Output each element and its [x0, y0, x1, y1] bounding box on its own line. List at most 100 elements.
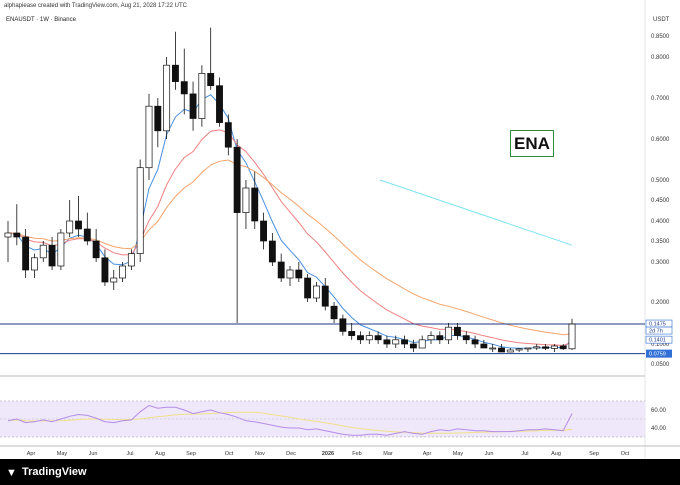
price-chart[interactable]: USDT 0.8500 0.8000 0.7000 0.6000 0.5000 0.4500…: [0, 0, 680, 459]
candle-body: [154, 105, 162, 132]
projection-line: [379, 179, 573, 246]
rsi-tick-label: 60.00: [651, 408, 667, 414]
price-tag-label: 0.0759: [649, 352, 666, 358]
candle-body: [119, 265, 126, 279]
candle-body: [83, 228, 91, 242]
header-bar: alphapiease created with TradingView.com…: [0, 0, 680, 12]
candle-body: [392, 339, 400, 345]
time-tick-label: Oct: [621, 451, 630, 457]
candle-body: [427, 335, 435, 341]
mid-ma-line: [7, 129, 573, 347]
candle-body: [145, 105, 153, 169]
candle-body: [568, 323, 576, 350]
candle-body: [75, 220, 82, 230]
rsi-tick-label: 40.00: [651, 426, 667, 432]
candle-body: [524, 347, 532, 350]
candle-body: [321, 285, 329, 307]
candle-body: [286, 269, 294, 279]
candle-body: [454, 326, 461, 336]
rsi-signal-line: [7, 411, 573, 434]
candle-body: [436, 335, 444, 341]
candle-body: [216, 85, 223, 123]
candle-body: [515, 348, 523, 351]
footer-brand: TradingView: [22, 466, 87, 478]
candle-body: [383, 339, 391, 345]
candle-body: [224, 122, 232, 148]
candle-body: [559, 345, 567, 350]
tradingview-logo-icon: ▼: [6, 467, 17, 479]
candle-body: [542, 346, 549, 349]
time-tick-label: Jul: [521, 451, 528, 457]
candle-body: [462, 335, 470, 341]
price-tag-bg: [646, 349, 672, 358]
price-tick-label: 0.1000: [651, 342, 670, 348]
candle-body: [136, 167, 144, 254]
candle-body: [295, 269, 303, 279]
candle-body: [471, 339, 479, 345]
fast-ma-line: [7, 94, 573, 349]
candle-body: [480, 343, 488, 349]
candle-body: [4, 232, 12, 238]
candle-body: [498, 347, 505, 353]
rsi-line: [7, 404, 573, 436]
candle-body: [330, 305, 338, 320]
price-tick-label: 0.6000: [651, 137, 670, 143]
candle-body: [445, 326, 453, 341]
price-tick-label: 0.0500: [651, 362, 670, 368]
time-tick-label: 2026: [322, 451, 334, 457]
candle-body: [189, 93, 197, 119]
price-tag-label: 0.1401: [649, 338, 666, 344]
price-tag-bg: [645, 326, 673, 335]
header-caption: alphapiease created with TradingView.com…: [4, 3, 188, 9]
time-tick-label: Jul: [126, 451, 133, 457]
candle-body: [172, 64, 179, 82]
candle-body: [268, 240, 276, 263]
candle-body: [48, 244, 56, 267]
candle-body: [233, 146, 241, 213]
candle-body: [57, 232, 65, 267]
candle-body: [242, 187, 250, 213]
candle-body: [22, 236, 30, 271]
price-tick-label: 0.3000: [651, 260, 670, 266]
candle-body: [277, 261, 285, 279]
candle-body: [260, 220, 267, 242]
candle-body: [39, 244, 47, 259]
candle-body: [163, 64, 171, 132]
ticker-annotation-box: ENA: [510, 130, 554, 157]
price-tick-label: 0.5000: [651, 178, 670, 184]
candle-body: [313, 285, 320, 299]
candle-body: [374, 335, 382, 341]
candle-body: [339, 318, 347, 332]
candle-body: [13, 232, 21, 238]
time-tick-label: Feb: [352, 451, 361, 457]
candle-body: [550, 345, 558, 349]
time-tick-label: Jun: [485, 451, 494, 457]
time-tick-label: Apr: [27, 451, 36, 457]
ticker-annotation-text: ENA: [514, 134, 550, 153]
symbol-label[interactable]: ENAUSDT · 1W · Binance: [6, 17, 76, 23]
price-tag-label: 2d 7h: [649, 329, 663, 335]
time-tick-label: Apr: [423, 451, 432, 457]
price-tick-label: 0.7000: [651, 96, 670, 102]
price-tick-label: 0.3500: [651, 239, 670, 245]
candle-body: [180, 81, 188, 95]
price-tick-label: 0.4000: [651, 219, 670, 225]
candle-body: [357, 335, 364, 341]
candle-body: [31, 257, 38, 271]
time-tick-label: Nov: [255, 451, 265, 457]
time-tick-label: Sep: [589, 451, 599, 457]
candle-body: [489, 347, 497, 350]
candle-body: [198, 73, 206, 119]
candle-body: [348, 331, 356, 336]
candle-body: [418, 339, 426, 349]
price-tick-label: 0.8000: [651, 55, 670, 61]
footer-bar: ▼ TradingView: [0, 459, 680, 485]
time-tick-label: Mar: [383, 451, 393, 457]
price-tick-label: 0.4500: [651, 198, 670, 204]
time-tick-label: Jun: [89, 451, 98, 457]
time-tick-label: Aug: [155, 451, 165, 457]
currency-label: USDT: [653, 17, 670, 23]
candle-body: [533, 346, 541, 349]
time-tick-label: Oct: [225, 451, 234, 457]
candle-body: [304, 277, 312, 299]
